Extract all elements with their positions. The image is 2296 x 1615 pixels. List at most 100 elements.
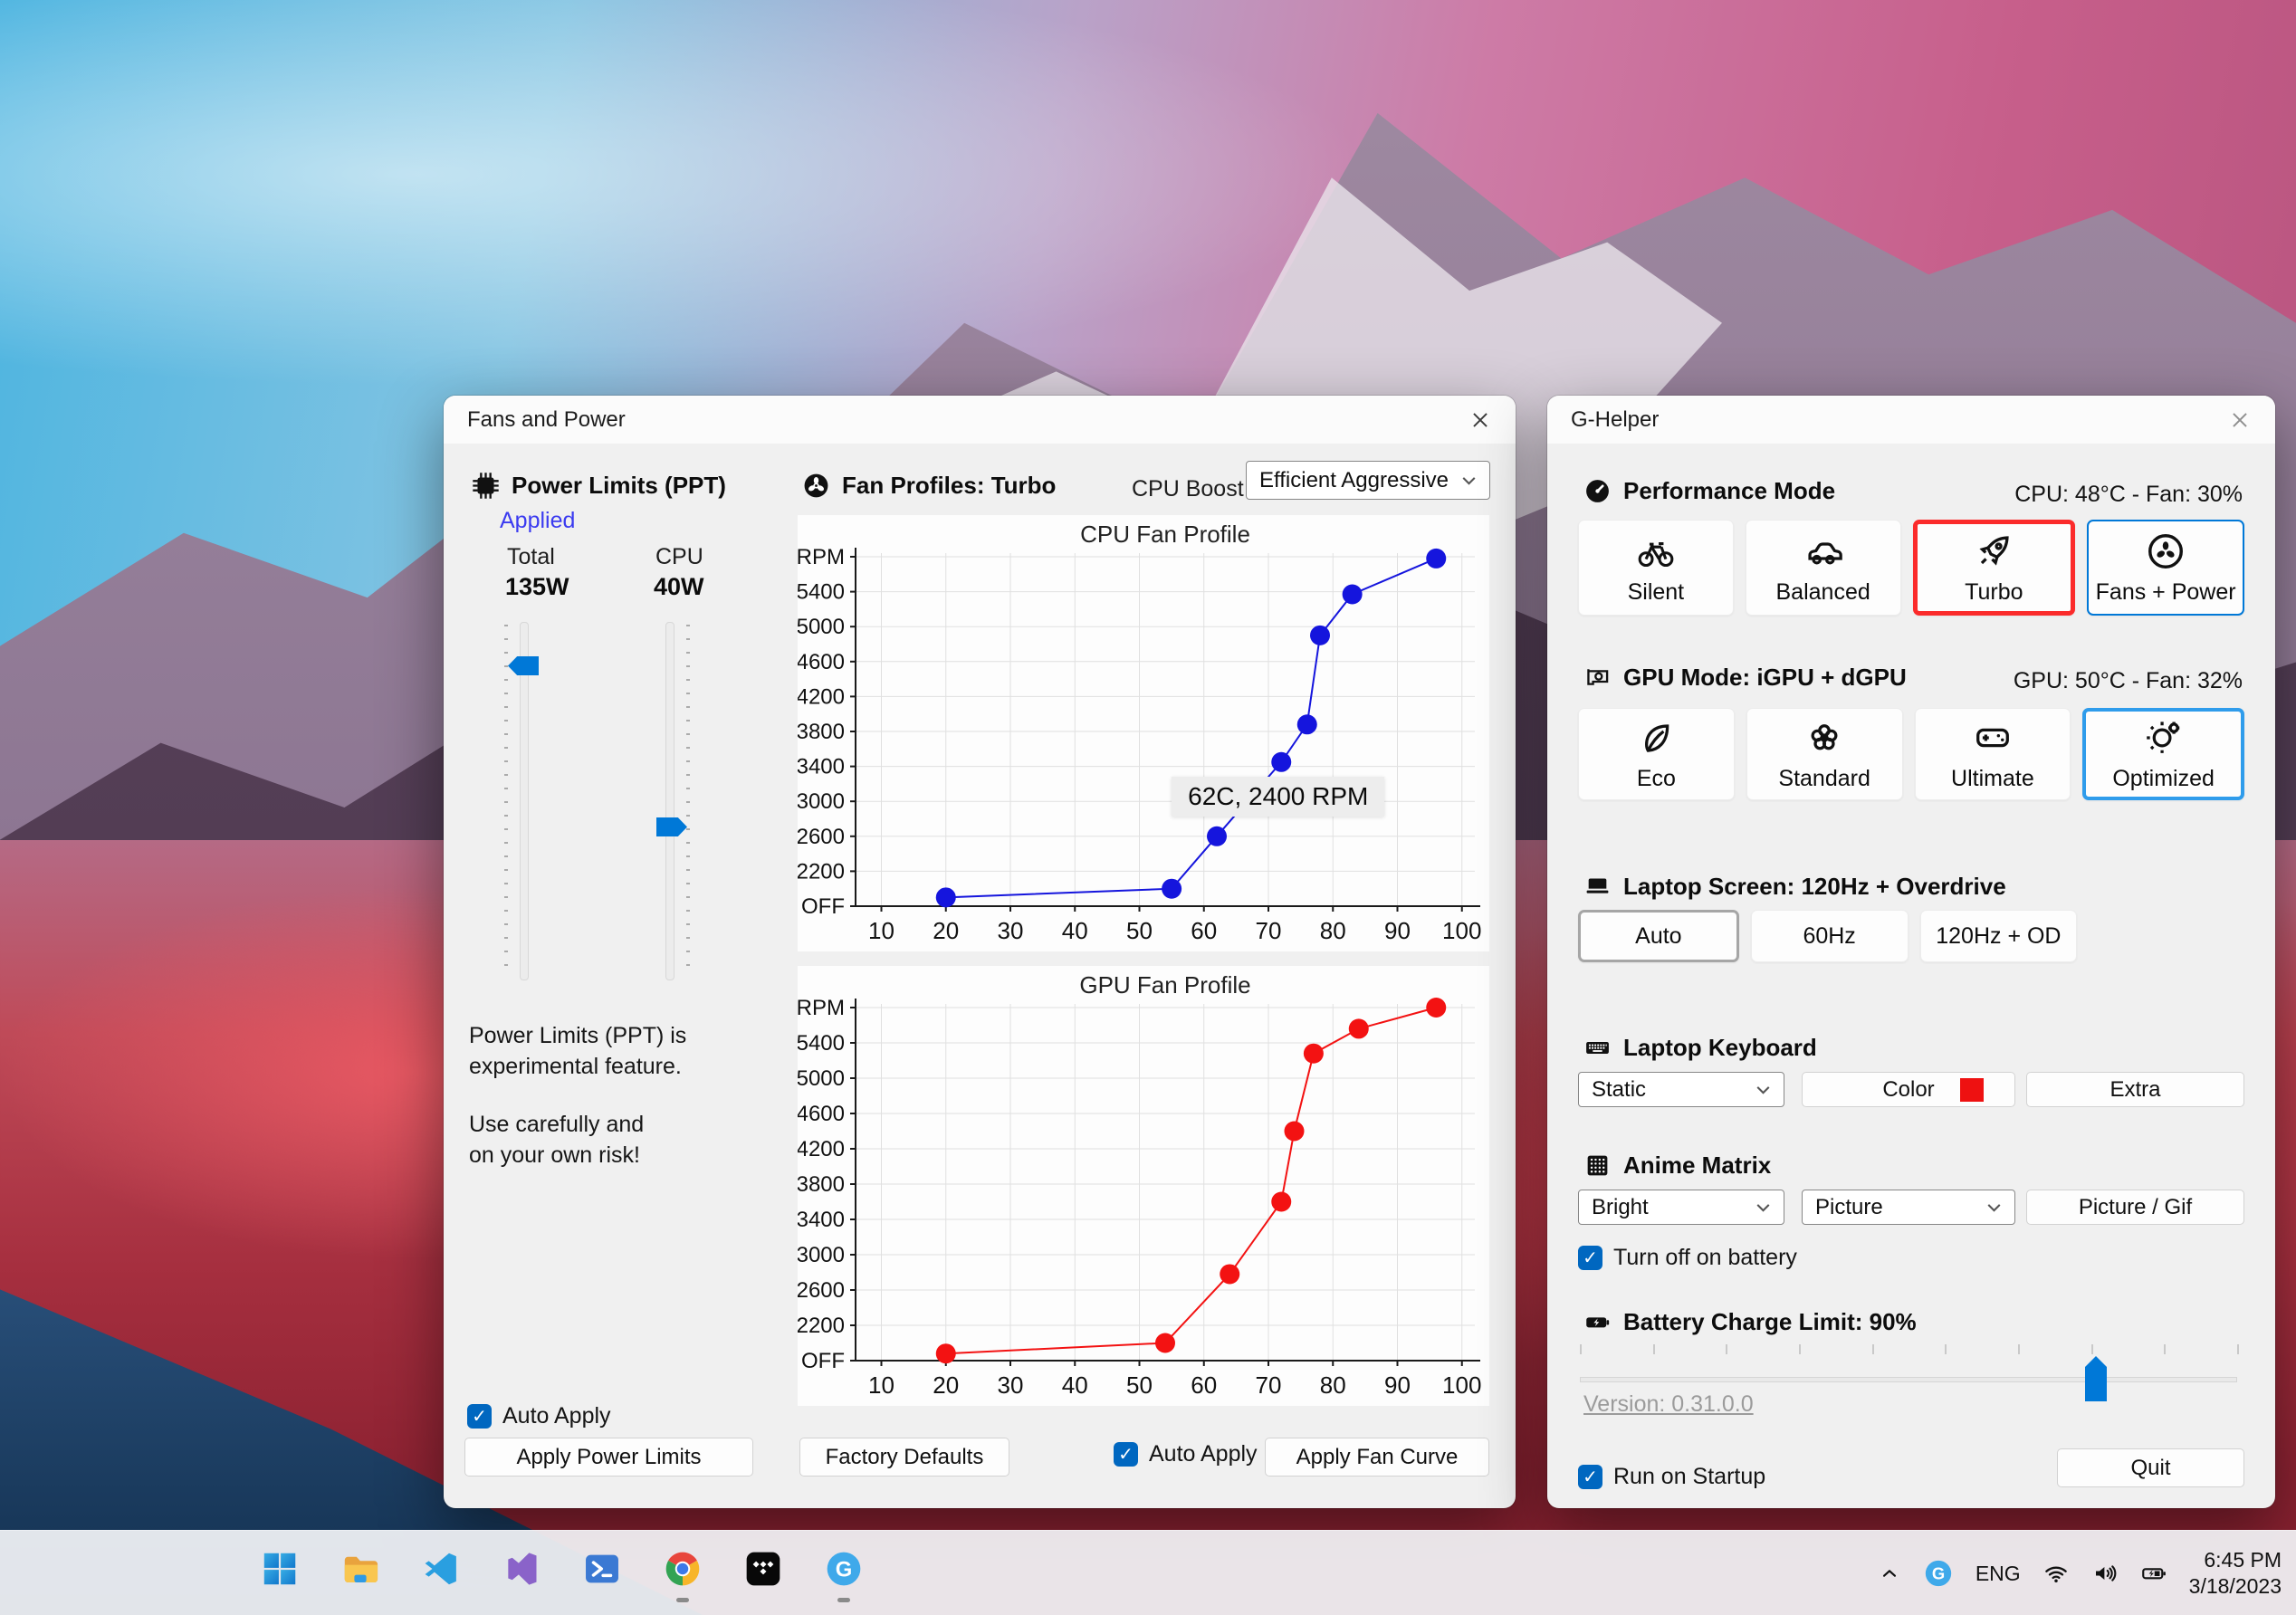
svg-text:4600: 4600	[798, 650, 845, 674]
gpu-mode-standard[interactable]: Standard	[1746, 708, 1903, 800]
gpu-fan-curve-chart[interactable]: OFF 2200 2600 3000 3400 3800 4200 4600 5000 5400 R…	[797, 966, 1489, 1406]
tray-overflow-button[interactable]	[1878, 1562, 1901, 1585]
performance-mode-silent[interactable]: Silent	[1578, 520, 1734, 616]
svg-text:4600: 4600	[798, 1102, 845, 1126]
svg-text:3000: 3000	[798, 789, 845, 814]
fan-auto-apply-checkbox[interactable]: ✓ Auto Apply	[1114, 1441, 1258, 1467]
run-on-startup-checkbox[interactable]: ✓ Run on Startup	[1578, 1464, 1765, 1490]
taskbar-vscode[interactable]	[416, 1543, 466, 1594]
slider-thumb[interactable]	[2085, 1356, 2107, 1401]
chevron-down-icon	[1752, 1078, 1775, 1101]
svg-text:60: 60	[1191, 1371, 1217, 1399]
slider-thumb[interactable]	[508, 656, 539, 675]
slider-track[interactable]	[520, 622, 529, 980]
ghelper-titlebar[interactable]: G-Helper	[1547, 396, 2275, 444]
total-watts-label: Total	[507, 544, 555, 569]
checkbox-checked-icon: ✓	[467, 1404, 492, 1429]
anime-matrix-title: Anime Matrix	[1623, 1152, 1772, 1179]
matrix-icon	[1583, 1152, 1612, 1180]
svg-text:5400: 5400	[798, 580, 845, 605]
gpu-mode-eco[interactable]: Eco	[1578, 708, 1735, 800]
screen-mode-label: Auto	[1635, 922, 1682, 949]
screen-mode-label: 60Hz	[1803, 922, 1856, 949]
cpu-boost-select[interactable]: Efficient Aggressive	[1246, 461, 1490, 500]
warning-line: on your own risk!	[469, 1142, 640, 1168]
taskbar-start[interactable]	[254, 1543, 305, 1594]
screen-mode-auto[interactable]: Auto	[1578, 910, 1739, 962]
language-indicator[interactable]: ENG	[1975, 1561, 2021, 1585]
fan-auto-apply-label: Auto Apply	[1149, 1441, 1258, 1467]
wallpaper-clouds	[0, 0, 1378, 388]
fans-window-titlebar[interactable]: Fans and Power	[444, 396, 1516, 444]
taskbar-tidal[interactable]	[738, 1543, 789, 1594]
matrix-battery-label: Turn off on battery	[1613, 1245, 1797, 1270]
keyboard-mode-select[interactable]: Static	[1578, 1072, 1784, 1107]
svg-text:40: 40	[1062, 917, 1088, 944]
apply-fan-curve-button[interactable]: Apply Fan Curve	[1265, 1438, 1489, 1476]
taskbar-g-helper[interactable]: G	[818, 1543, 869, 1602]
matrix-battery-checkbox[interactable]: ✓ Turn off on battery	[1578, 1245, 1797, 1271]
ghelper-tray-icon[interactable]: G	[1923, 1558, 1954, 1589]
svg-text:4200: 4200	[798, 684, 845, 709]
performance-mode-label: Fans + Power	[2095, 578, 2236, 605]
performance-mode-fans-power[interactable]: Fans + Power	[2087, 520, 2244, 616]
factory-defaults-button[interactable]: Factory Defaults	[799, 1438, 1009, 1476]
clock[interactable]: 6:45 PM 3/18/2023	[2189, 1547, 2282, 1600]
keyboard-extra-button[interactable]: Extra	[2026, 1072, 2244, 1107]
slider-thumb[interactable]	[656, 817, 687, 836]
close-icon[interactable]	[1468, 408, 1492, 432]
performance-mode-balanced[interactable]: Balanced	[1745, 520, 1901, 616]
chip-icon	[472, 472, 500, 500]
gpu-mode-label: Optimized	[2112, 765, 2215, 791]
gpu-mode-optimized[interactable]: Optimized	[2082, 708, 2244, 800]
running-indicator	[676, 1598, 689, 1602]
quit-button[interactable]: Quit	[2057, 1448, 2244, 1487]
svg-text:10: 10	[868, 1371, 894, 1399]
screen-mode-120hz-od[interactable]: 120Hz + OD	[1919, 910, 2078, 962]
risk-warning: Use carefully and on your own risk!	[469, 1109, 644, 1171]
matrix-picture-gif-button[interactable]: Picture / Gif	[2026, 1190, 2244, 1225]
screen-mode-60hz[interactable]: 60Hz	[1750, 910, 1909, 962]
volume-icon[interactable]	[2091, 1560, 2119, 1587]
total-power-slider[interactable]	[504, 622, 544, 980]
wifi-icon[interactable]	[2042, 1560, 2070, 1587]
slider-track[interactable]	[1580, 1377, 2237, 1382]
version-link[interactable]: Version: 0.31.0.0	[1583, 1391, 1754, 1417]
anime-matrix-header: Anime Matrix	[1583, 1152, 1771, 1180]
battery-limit-slider[interactable]	[1578, 1344, 2244, 1401]
taskbar-powershell[interactable]	[577, 1543, 627, 1594]
keyboard-color-button[interactable]: Color	[1802, 1072, 2015, 1107]
gpu-mode-ultimate[interactable]: Ultimate	[1914, 708, 2071, 800]
power-auto-apply-checkbox[interactable]: ✓ Auto Apply	[467, 1403, 611, 1429]
taskbar-chrome[interactable]	[657, 1543, 708, 1602]
matrix-mode-select[interactable]: Picture	[1802, 1190, 2015, 1225]
svg-text:4200: 4200	[798, 1137, 845, 1161]
performance-mode-label: Silent	[1627, 578, 1685, 605]
keyboard-color-label: Color	[1882, 1076, 1935, 1102]
powershell-icon	[582, 1549, 622, 1589]
battery-icon[interactable]	[2140, 1560, 2167, 1587]
ghelper-icon: G	[824, 1549, 864, 1589]
svg-text:20: 20	[933, 1371, 959, 1399]
keyboard-icon	[1583, 1034, 1612, 1062]
power-auto-apply-label: Auto Apply	[502, 1403, 611, 1429]
performance-mode-turbo[interactable]: Turbo	[1912, 520, 2076, 616]
taskbar-visual-studio[interactable]	[496, 1543, 547, 1594]
apply-power-limits-button[interactable]: Apply Power Limits	[464, 1438, 753, 1476]
svg-text:RPM: RPM	[798, 996, 845, 1020]
keyboard-mode-value: Static	[1592, 1076, 1647, 1102]
cpu-power-slider[interactable]	[650, 622, 690, 980]
taskbar-file-explorer[interactable]	[335, 1543, 386, 1594]
fan-profiles-title: Fan Profiles: Turbo	[842, 472, 1057, 499]
gamepad-icon	[1972, 717, 2014, 759]
cpu-fan-curve-chart[interactable]: OFF 2200 2600 3000 3400 3800 4200 4600 5000 5400 R…	[797, 515, 1489, 951]
screen-mode-label: 120Hz + OD	[1936, 922, 2062, 949]
checkbox-checked-icon: ✓	[1578, 1465, 1602, 1489]
svg-text:3000: 3000	[798, 1243, 845, 1267]
svg-text:5400: 5400	[798, 1031, 845, 1056]
slider-track[interactable]	[665, 622, 674, 980]
close-icon[interactable]	[2228, 408, 2252, 432]
color-swatch	[1960, 1077, 1984, 1102]
gpu-mode-label: Ultimate	[1951, 765, 2034, 791]
matrix-brightness-select[interactable]: Bright	[1578, 1190, 1784, 1225]
